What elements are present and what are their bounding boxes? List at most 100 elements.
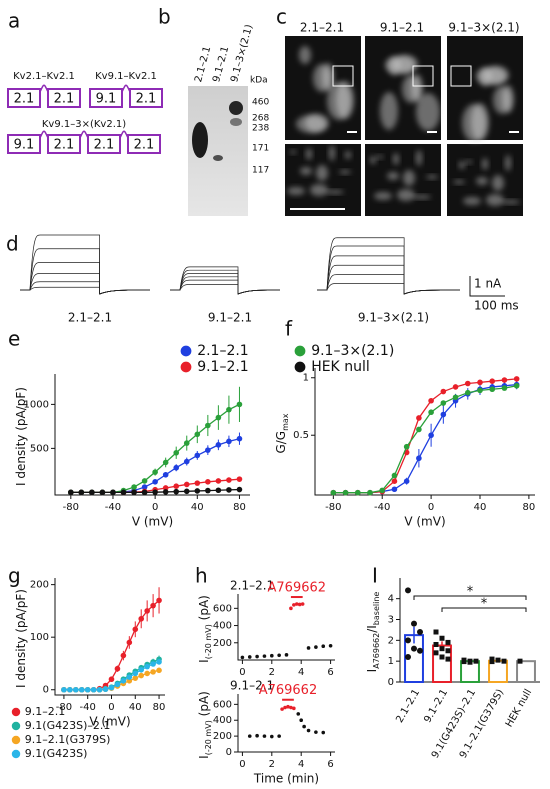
data-point [247, 734, 252, 738]
x-tick-label: 4 [298, 667, 304, 678]
data-point [236, 401, 243, 408]
legend-label: 9.1–2.1 [25, 705, 66, 718]
zoom-signal [345, 151, 351, 159]
data-point [297, 602, 302, 607]
x-tick-label: 80 [153, 702, 166, 713]
cell-signal [336, 81, 354, 119]
zoom-signal [377, 155, 383, 159]
data-point [126, 674, 133, 680]
legend-marker [180, 361, 192, 373]
cell-signal [305, 114, 329, 132]
data-point [417, 629, 423, 635]
data-point [411, 645, 417, 652]
subunit-box [47, 134, 81, 154]
y-tick-label: 0.5 [293, 430, 309, 441]
x-axis-label: V (mV) [404, 515, 445, 529]
data-point [452, 394, 459, 401]
legend-label: 2.1–2.1 [197, 343, 249, 359]
data-point [321, 730, 326, 735]
annotation: A769662 [268, 581, 327, 596]
gel-band [213, 155, 223, 161]
x-tick-label: 9.1–2.1 [422, 688, 450, 725]
x-tick-label: 0 [428, 502, 434, 513]
x-tick-label: 40 [474, 502, 487, 513]
data-point [411, 620, 417, 627]
legend-label: 9.1(G423S) [25, 747, 88, 760]
trace-label: 9.1–2.1 [208, 311, 252, 325]
linker [121, 84, 131, 93]
y-tick-label: 400 [213, 715, 232, 726]
cell-signal [322, 63, 334, 91]
marker-label: 238 [252, 124, 269, 134]
data-point [89, 489, 95, 496]
data-point [286, 704, 290, 709]
y-axis-label: I(-20 mV) (pA) [197, 595, 214, 663]
subunit-box [129, 88, 163, 108]
data-point [477, 379, 483, 386]
data-point [270, 653, 274, 658]
data-point [205, 447, 211, 453]
data-point [215, 478, 222, 484]
data-point [194, 431, 201, 438]
data-point [501, 385, 508, 391]
y-tick-label: 1 [388, 656, 394, 667]
data-point [255, 733, 259, 738]
subunit-label: 9.1 [96, 92, 117, 107]
y-axis-label-part: (-20 mV) [204, 624, 213, 659]
data-point [416, 426, 422, 433]
data-point [405, 637, 411, 644]
data-point [120, 489, 127, 496]
scale-current: 1 nA [474, 277, 502, 291]
cell-signal [394, 55, 418, 73]
cell-signal [299, 46, 311, 64]
data-point [226, 487, 232, 493]
data-point [489, 659, 495, 665]
zoom-signal [459, 161, 465, 169]
data-point [215, 487, 222, 494]
subunit-box [47, 88, 81, 108]
data-point [513, 376, 520, 382]
data-point [501, 658, 507, 664]
data-point [391, 472, 398, 479]
data-point [314, 730, 318, 734]
lane-label: 9.1–2.1 [211, 45, 231, 83]
panel-letter: h [195, 564, 208, 588]
column-label: 2.1–2.1 [300, 21, 344, 35]
linker [39, 130, 49, 139]
zoom-signal [403, 170, 415, 186]
data-point [247, 655, 252, 659]
zoom-signal [502, 200, 520, 204]
column-label: 9.1–2.1 [380, 21, 424, 35]
data-point [141, 484, 148, 490]
y-tick-label: 200 [213, 731, 232, 742]
data-point [292, 603, 296, 607]
significance-label: * [481, 597, 488, 612]
data-point [141, 478, 148, 484]
x-tick-label: 40 [129, 702, 142, 713]
y-tick-label: 400 [213, 621, 232, 632]
current-trace [170, 284, 281, 295]
zoom-signal [326, 190, 344, 194]
data-point [144, 670, 150, 677]
data-point [156, 659, 162, 665]
data-point [61, 686, 67, 693]
construct-name: Kv9.1–Kv2.1 [95, 71, 157, 82]
axes [54, 374, 250, 496]
data-point [110, 489, 116, 496]
x-tick-label: -40 [374, 502, 390, 513]
construct-name: Kv9.1–3×(Kv2.1) [42, 119, 126, 130]
data-point [162, 485, 169, 491]
data-point [152, 479, 158, 485]
subunit-box [127, 134, 161, 154]
zoom-signal [306, 148, 312, 160]
data-point [194, 488, 201, 494]
linker [79, 130, 89, 139]
data-point [289, 705, 293, 710]
data-point [194, 480, 201, 486]
y-tick-label: 3 [388, 615, 394, 626]
y-axis-label-part: A769662 [372, 633, 381, 669]
x-tick-label: 0 [108, 702, 114, 713]
data-point [461, 659, 467, 665]
current-trace [317, 283, 461, 295]
annotation: A769662 [259, 683, 318, 698]
